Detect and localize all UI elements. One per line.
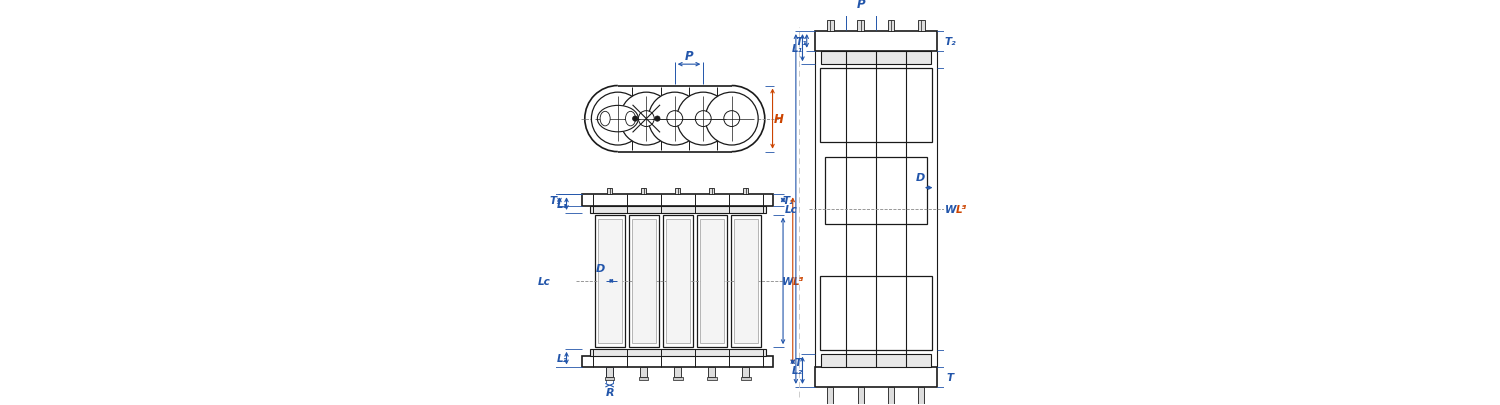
Bar [606, 367, 613, 377]
Ellipse shape [626, 112, 636, 126]
Bar [710, 188, 714, 195]
Bar [918, 387, 924, 404]
Text: D: D [915, 173, 924, 182]
Bar [582, 356, 774, 367]
Bar [708, 367, 716, 377]
Bar [858, 21, 864, 32]
Bar [640, 367, 646, 377]
Circle shape [696, 111, 711, 127]
Bar [888, 21, 894, 32]
Bar [734, 220, 758, 343]
Circle shape [591, 93, 645, 146]
Text: L₂: L₂ [792, 365, 802, 375]
Circle shape [639, 111, 654, 127]
Text: W: W [783, 276, 794, 286]
Text: R: R [606, 387, 613, 397]
Circle shape [633, 117, 638, 122]
Circle shape [648, 93, 700, 146]
Ellipse shape [600, 112, 610, 126]
Bar [916, 404, 926, 405]
Bar [628, 215, 658, 347]
Text: T₁: T₁ [549, 196, 561, 205]
Bar [742, 188, 748, 195]
Circle shape [610, 111, 626, 127]
Text: T₂: T₂ [783, 196, 795, 205]
Bar [822, 51, 930, 65]
Bar [741, 377, 750, 380]
Bar [698, 215, 726, 347]
Text: T: T [946, 372, 954, 382]
Bar [675, 367, 681, 377]
Text: Lᴲ: Lᴲ [956, 205, 966, 214]
Bar [604, 377, 615, 380]
FancyBboxPatch shape [594, 110, 754, 128]
Bar [663, 215, 693, 347]
Bar [582, 195, 774, 206]
Bar [918, 21, 926, 32]
Text: L₁: L₁ [792, 44, 802, 53]
Circle shape [676, 93, 729, 146]
Bar [632, 220, 656, 343]
Text: P: P [856, 0, 865, 11]
Bar [608, 188, 612, 195]
Circle shape [724, 111, 740, 127]
Bar [828, 387, 834, 404]
Bar [858, 387, 864, 404]
Text: P: P [684, 50, 693, 63]
Bar [706, 377, 717, 380]
Bar [816, 367, 936, 387]
Circle shape [620, 93, 672, 146]
Bar [821, 276, 932, 350]
Text: W: W [945, 205, 956, 214]
Text: T₂: T₂ [945, 37, 957, 47]
Ellipse shape [597, 106, 639, 132]
Text: Lᴄ: Lᴄ [784, 205, 796, 214]
Bar [730, 215, 760, 347]
Bar [590, 206, 765, 213]
Text: L₂: L₂ [556, 353, 567, 363]
Bar [639, 377, 648, 380]
Bar [700, 220, 723, 343]
Circle shape [705, 93, 758, 146]
Text: D: D [596, 264, 606, 273]
Bar [822, 354, 930, 367]
Bar [816, 32, 936, 51]
Text: T₁: T₁ [796, 37, 807, 47]
Bar [827, 404, 836, 405]
Text: H: H [774, 113, 783, 126]
Bar [827, 21, 834, 32]
Circle shape [656, 117, 660, 122]
Bar [594, 215, 624, 347]
Text: Lᴲ: Lᴲ [794, 276, 804, 286]
Bar [666, 220, 690, 343]
Text: L₁: L₁ [556, 199, 567, 209]
Bar [590, 349, 765, 356]
Bar [888, 387, 894, 404]
Bar [674, 377, 682, 380]
Text: T: T [795, 357, 801, 367]
Bar [675, 188, 681, 195]
Bar [886, 404, 896, 405]
Bar [821, 68, 932, 143]
Bar [825, 158, 927, 224]
Bar [597, 220, 621, 343]
Bar [856, 404, 865, 405]
Text: Lᴄ: Lᴄ [537, 276, 550, 286]
Circle shape [668, 111, 682, 127]
Bar [640, 188, 646, 195]
Bar [742, 367, 748, 377]
